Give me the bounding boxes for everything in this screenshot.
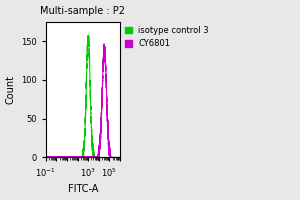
Legend: isotype control 3, CY6801: isotype control 3, CY6801 — [125, 26, 209, 48]
Y-axis label: Count: Count — [6, 75, 16, 104]
X-axis label: FITC-A: FITC-A — [68, 184, 98, 194]
Title: Multi-sample : P2: Multi-sample : P2 — [40, 6, 125, 16]
